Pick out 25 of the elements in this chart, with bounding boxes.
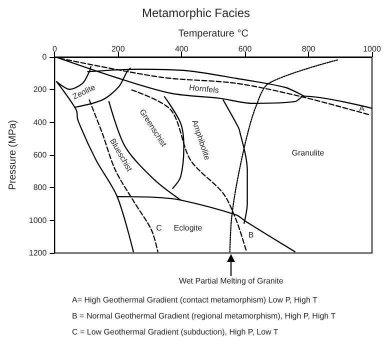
x-tick-label: 600 [238,44,252,54]
y-tick-label: 0 [42,52,48,62]
annotation: Eclogite [174,224,203,232]
y-tick-label: 400 [33,118,48,127]
annotation: C [156,224,162,232]
x-tick-label: 800 [302,44,316,54]
x-tick-label: 1000 [363,44,382,54]
annotation: B [248,230,254,240]
y-tick-label: 1000 [28,216,48,225]
annotation: Wet Partial Melting of Granite [178,276,284,286]
text: B = Normal Geothermal Gradient (regional metamorphism), High P, High T [72,312,336,320]
y-tick-label: 1200 [28,248,48,258]
y-tick-label: 800 [33,183,48,192]
x-axis-title: Temperature °C [178,28,248,40]
chart-title: Metamorphic Facies [142,6,250,20]
text: C = Low Geothermal Gradient (subduction), High P, Low T [72,328,278,336]
y-tick-label: 200 [33,85,48,94]
text: A= High Geothermal Gradient (contact metamorphism) Low P, High T [72,296,318,304]
y-tick-label: 600 [33,150,48,160]
x-tick-label: 400 [174,44,189,54]
annotation: Hornfels [188,83,220,95]
x-tick-label: 200 [111,44,126,54]
annotation: Granulite [292,148,325,158]
x-tick-label: 0 [52,44,58,54]
y-axis-title: Pressure (MPa) [8,120,18,190]
